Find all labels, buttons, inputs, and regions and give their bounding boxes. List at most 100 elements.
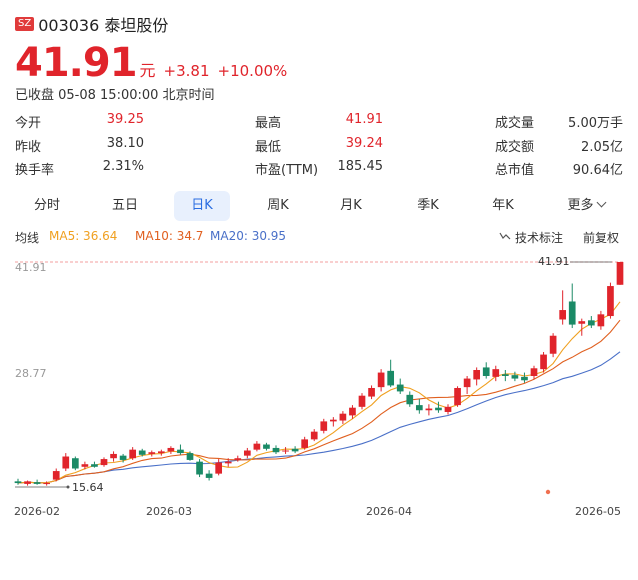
candle[interactable] (368, 385, 375, 400)
candle[interactable] (396, 378, 404, 394)
candle[interactable] (52, 468, 60, 482)
candle-body (81, 464, 89, 467)
candle[interactable] (71, 456, 79, 471)
candle[interactable] (387, 359, 395, 388)
candle[interactable] (157, 449, 165, 456)
tab-daily-k[interactable]: 日K (174, 191, 230, 221)
candle[interactable] (301, 436, 309, 450)
candle[interactable] (119, 453, 127, 463)
candle[interactable] (282, 447, 289, 454)
candle[interactable] (358, 393, 366, 410)
candle[interactable] (559, 290, 567, 325)
tab-label: 年K (492, 198, 514, 213)
candle-body (578, 321, 586, 324)
candle[interactable] (501, 370, 509, 382)
candle[interactable] (263, 442, 270, 451)
tab-weekly-k[interactable]: 周K (243, 191, 313, 221)
candle[interactable] (607, 282, 614, 319)
candle[interactable] (435, 401, 442, 413)
kline-chart[interactable]: 41.91 28.77 41.91 15.64 2026-02 2026-03 … (0, 250, 638, 530)
adjust-toggle[interactable]: 前复权 (583, 231, 620, 245)
candle[interactable] (110, 451, 117, 462)
tech-annotation-toggle[interactable]: 技术标注 (499, 229, 563, 245)
tab-yearly-k[interactable]: 年K (468, 191, 538, 221)
candle[interactable] (291, 446, 299, 454)
tab-intraday[interactable]: 分时 (12, 191, 82, 221)
candle[interactable] (454, 386, 461, 407)
candle[interactable] (406, 391, 414, 407)
candle[interactable] (205, 470, 213, 481)
candle[interactable] (377, 369, 385, 392)
candle[interactable] (224, 458, 232, 467)
stat-volume: 成交量 5.00万手 (495, 112, 623, 131)
candle[interactable] (81, 461, 89, 470)
ma5-value: MA5: 36.64 (49, 229, 118, 243)
candle-body (435, 407, 442, 411)
candle[interactable] (310, 429, 318, 442)
stat-value: 185.45 (337, 159, 384, 174)
candle[interactable] (482, 362, 490, 379)
candle[interactable] (24, 480, 31, 486)
stat-label: 最低 (255, 140, 282, 155)
candle[interactable] (463, 375, 471, 394)
candle[interactable] (100, 457, 108, 467)
candle[interactable] (243, 447, 251, 459)
candle[interactable] (597, 310, 605, 330)
price-change-pct: +10.00% (217, 62, 288, 80)
candle[interactable] (492, 365, 500, 382)
candle[interactable] (272, 445, 280, 454)
event-marker[interactable] (545, 489, 551, 495)
candle[interactable] (415, 399, 423, 414)
tab-quarterly-k[interactable]: 季K (393, 191, 463, 221)
candle[interactable] (186, 451, 194, 461)
candle[interactable] (148, 450, 156, 457)
stock-code-name[interactable]: 003036 泰坦股份 (38, 16, 169, 35)
candle[interactable] (587, 316, 595, 329)
stat-label: 换手率 (15, 163, 55, 178)
candle-body (263, 444, 270, 449)
candle[interactable] (91, 461, 98, 468)
candle[interactable] (339, 411, 347, 424)
candle-body (177, 449, 184, 454)
candle[interactable] (215, 459, 223, 476)
candle[interactable] (43, 481, 51, 486)
stock-header: SZ 003036 泰坦股份 (15, 12, 168, 36)
candle[interactable] (253, 441, 261, 452)
tab-five-day[interactable]: 五日 (90, 191, 160, 221)
candle[interactable] (177, 444, 184, 455)
candle[interactable] (62, 453, 70, 472)
candle[interactable] (549, 333, 557, 358)
candle[interactable] (444, 404, 452, 415)
min-price-label: 15.64 (72, 481, 104, 494)
candle[interactable] (349, 405, 356, 419)
candle[interactable] (578, 318, 586, 336)
ma-title[interactable]: 均线 (15, 231, 40, 245)
tab-monthly-k[interactable]: 月K (316, 191, 386, 221)
candle-body (607, 286, 614, 317)
candle-body (501, 374, 509, 376)
candle[interactable] (320, 418, 328, 434)
ma10-value: MA10: 34.7 (135, 229, 204, 243)
candle-body (482, 367, 490, 376)
candle[interactable] (329, 417, 337, 427)
candle[interactable] (167, 446, 175, 454)
tab-more[interactable]: 更多 (546, 191, 626, 221)
candle-body (587, 320, 595, 326)
candle[interactable] (33, 479, 41, 485)
candle[interactable] (511, 371, 519, 382)
candle[interactable] (540, 352, 547, 373)
price-change: +3.81 (163, 62, 210, 80)
candle[interactable] (129, 447, 137, 460)
candle[interactable] (521, 372, 528, 383)
stat-value: 5.00万手 (568, 116, 623, 131)
candle[interactable] (14, 478, 22, 485)
candle[interactable] (616, 262, 624, 285)
candle[interactable] (568, 283, 576, 329)
candle[interactable] (196, 459, 203, 478)
candle[interactable] (530, 365, 538, 380)
candle-body (540, 354, 547, 370)
candle[interactable] (138, 448, 146, 457)
candle[interactable] (473, 367, 481, 386)
candle[interactable] (234, 455, 242, 462)
candle[interactable] (425, 404, 433, 416)
